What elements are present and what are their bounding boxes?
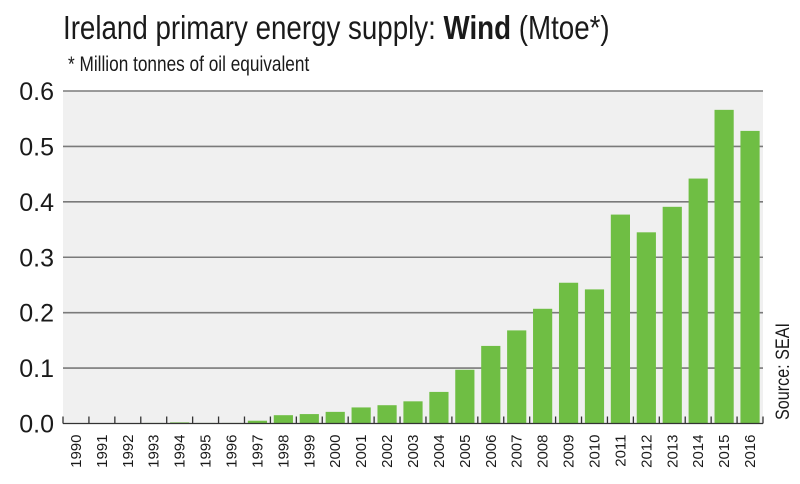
x-tick-label: 1990 (68, 435, 85, 468)
chart-title-bold: Wind (443, 9, 512, 46)
bar-2000 (325, 411, 345, 424)
x-tick-label: 2003 (405, 435, 422, 468)
x-tick-label: 2009 (561, 435, 578, 468)
bar-2016 (740, 130, 760, 424)
chart-title: Ireland primary energy supply: Wind (Mto… (63, 8, 610, 48)
bars (144, 109, 760, 424)
x-tick-label: 2008 (535, 435, 552, 468)
x-axis (62, 416, 764, 425)
bar-2012 (636, 232, 656, 424)
bar-2002 (377, 405, 397, 424)
y-tick-label: 0.4 (19, 189, 54, 217)
x-tick-label: 1993 (146, 435, 163, 468)
x-tick-label: 2006 (483, 435, 500, 468)
source-note: Source: SEAI (773, 323, 794, 420)
x-tick-label: 2010 (586, 435, 603, 468)
bar-1999 (299, 414, 319, 424)
bar-2001 (351, 407, 371, 424)
x-tick-label: 2012 (638, 435, 655, 468)
x-tick-label: 1995 (198, 435, 215, 468)
bar-2013 (662, 206, 682, 424)
bar-2005 (455, 369, 475, 424)
x-tick-label: 2016 (742, 435, 759, 468)
x-tick-label: 1994 (172, 435, 189, 468)
bar-2007 (507, 330, 527, 424)
bar-2014 (688, 178, 708, 424)
x-tick-label: 1997 (249, 435, 266, 468)
x-tick-label: 2002 (379, 435, 396, 468)
y-tick-label: 0.5 (19, 133, 54, 161)
x-tick-label: 1992 (120, 435, 137, 468)
y-tick-label: 0.6 (19, 78, 54, 106)
y-tick-label: 0.3 (19, 244, 54, 272)
bar-2011 (610, 214, 630, 424)
bar-2010 (584, 289, 605, 424)
x-tick-label: 1996 (224, 435, 241, 468)
bar-2009 (558, 282, 579, 424)
x-tick-label: 1999 (301, 435, 318, 468)
bar-1998 (273, 415, 293, 424)
x-tick-label: 2014 (690, 435, 707, 468)
x-tick-label: 2015 (716, 435, 733, 468)
y-tick-label: 0.2 (19, 300, 54, 328)
x-axis-labels: 1990 1991 1992 1993 1994 1995 1996 1997 1998 1999… (68, 435, 759, 468)
bar-1997 (247, 420, 268, 424)
bar-2015 (714, 109, 734, 424)
bar-2008 (533, 308, 553, 424)
x-tick-label: 2004 (431, 435, 448, 468)
bar-2006 (481, 345, 501, 424)
y-axis-labels: 0.0 0.1 0.2 0.3 0.4 0.5 0.6 (19, 78, 54, 439)
x-tick-label: 2011 (612, 435, 629, 467)
chart-title-prefix: Ireland primary energy supply: (63, 9, 444, 46)
chart-subtitle: * Million tonnes of oil equivalent (68, 53, 310, 76)
x-tick-label: 2001 (353, 435, 370, 468)
bar-2003 (403, 401, 423, 424)
y-tick-label: 0.1 (19, 355, 54, 383)
x-tick-label: 2000 (327, 435, 344, 468)
x-tick-label: 2013 (664, 435, 681, 468)
x-tick-label: 2007 (509, 435, 526, 468)
chart-title-suffix: (Mtoe*) (511, 9, 610, 46)
y-tick-label: 0.0 (19, 411, 54, 439)
x-tick-label: 2005 (457, 435, 474, 468)
x-tick-label: 1991 (94, 435, 111, 468)
x-tick-label: 1998 (275, 435, 292, 468)
bar-2004 (429, 391, 449, 424)
